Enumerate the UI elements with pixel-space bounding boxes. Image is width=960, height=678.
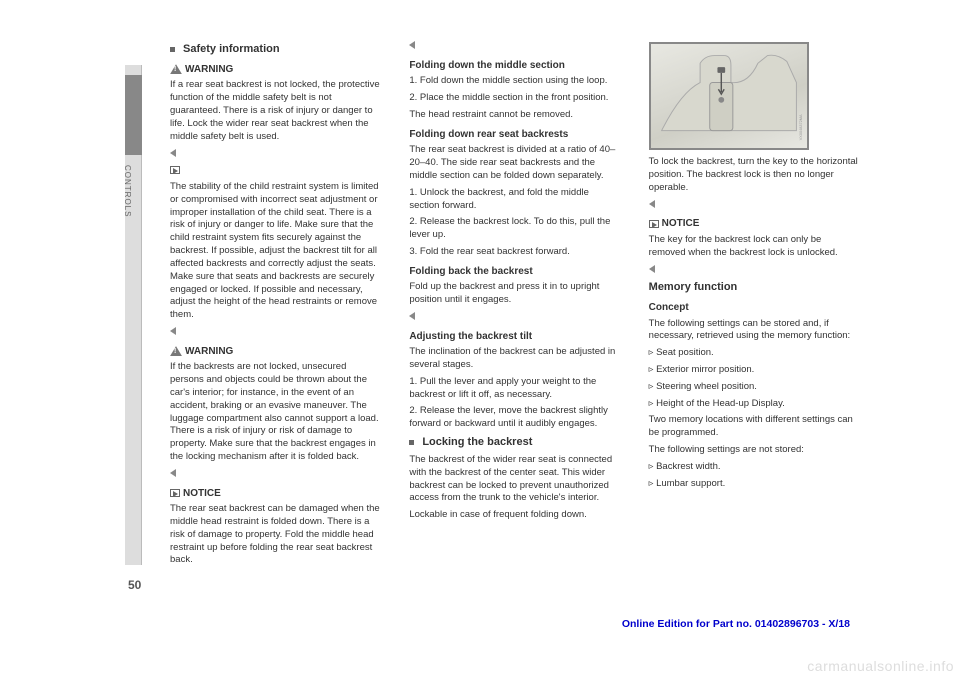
warning-label-1: WARNING bbox=[185, 64, 233, 75]
adjust-tilt-heading: Adjusting the backrest tilt bbox=[409, 330, 620, 344]
page-number: 50 bbox=[128, 578, 141, 592]
mem-li4: ▹ Height of the Head-up Display. bbox=[649, 398, 860, 411]
fold-rear-step2: 2. Release the backrest lock. To do this… bbox=[409, 216, 620, 242]
fold-rear-step3: 3. Fold the rear seat backrest forward. bbox=[409, 246, 620, 259]
fold-rear-heading: Folding down rear seat backrests bbox=[409, 128, 620, 142]
bullet-icon bbox=[170, 47, 175, 52]
notice-label: NOTICE bbox=[183, 488, 221, 499]
lock-backrest-p2: Lockable in case of frequent folding dow… bbox=[409, 509, 620, 522]
mem-p3: The following settings are not stored: bbox=[649, 444, 860, 457]
notice-icon bbox=[170, 489, 180, 497]
svg-text:VX0048372MA: VX0048372MA bbox=[799, 114, 803, 140]
safety-info-title: Safety information bbox=[183, 42, 280, 57]
fold-rear-p1: The rear seat backrest is divided at a r… bbox=[409, 144, 620, 182]
end-marker-icon bbox=[409, 312, 415, 320]
warning-heading-1: WARNING bbox=[170, 63, 381, 77]
side-tab: CONTROLS bbox=[125, 65, 142, 565]
lock-instruction: To lock the backrest, turn the key to th… bbox=[649, 156, 860, 194]
mem-li5: ▹ Backrest width. bbox=[649, 461, 860, 474]
safety-info-heading: Safety information bbox=[170, 42, 381, 57]
concept-heading: Concept bbox=[649, 301, 860, 315]
warning-text-2: If the backrests are not locked, unsecur… bbox=[170, 361, 381, 464]
mem-li5-text: Backrest width. bbox=[656, 461, 720, 472]
mem-li3: ▹ Steering wheel position. bbox=[649, 381, 860, 394]
fold-back-heading: Folding back the backrest bbox=[409, 265, 620, 279]
notice-icon bbox=[649, 220, 659, 228]
mem-li6-text: Lumbar support. bbox=[656, 478, 725, 489]
fold-back-p1: Fold up the backrest and press it in to … bbox=[409, 281, 620, 307]
note-box-icon bbox=[170, 166, 180, 174]
column-3: VX0048372MA To lock the backrest, turn t… bbox=[649, 40, 860, 571]
watermark: carmanualsonline.info bbox=[807, 658, 954, 674]
end-marker-icon bbox=[170, 149, 176, 157]
mem-li2: ▹ Exterior mirror position. bbox=[649, 364, 860, 377]
warning-text-1a: If a rear seat backrest is not locked, t… bbox=[170, 79, 381, 143]
warning-label-2: WARNING bbox=[185, 346, 233, 357]
side-tab-label: CONTROLS bbox=[123, 165, 132, 217]
lock-backrest-heading: Locking the backrest bbox=[409, 435, 620, 450]
lock-backrest-title: Locking the backrest bbox=[422, 435, 532, 450]
mem-li6: ▹ Lumbar support. bbox=[649, 478, 860, 491]
fold-rear-step1: 1. Unlock the backrest, and fold the mid… bbox=[409, 187, 620, 213]
notice-text: The rear seat backrest can be damaged wh… bbox=[170, 503, 381, 567]
warning-text-1b: The stability of the child restraint sys… bbox=[170, 181, 381, 322]
mem-li1-text: Seat position. bbox=[656, 347, 714, 358]
end-marker-icon bbox=[170, 469, 176, 477]
warning-icon bbox=[170, 64, 182, 74]
fold-middle-step2: 2. Place the middle section in the front… bbox=[409, 92, 620, 105]
column-1: Safety information WARNING If a rear sea… bbox=[170, 40, 381, 571]
warning-heading-2: WARNING bbox=[170, 345, 381, 359]
end-marker-icon bbox=[649, 200, 655, 208]
lock-backrest-p1: The backrest of the wider rear seat is c… bbox=[409, 454, 620, 505]
column-2: Folding down the middle section 1. Fold … bbox=[409, 40, 620, 571]
memory-heading: Memory function bbox=[649, 280, 860, 295]
seat-lock-figure: VX0048372MA bbox=[649, 42, 809, 150]
adjust-tilt-step2: 2. Release the lever, move the backrest … bbox=[409, 405, 620, 431]
mem-li1: ▹ Seat position. bbox=[649, 347, 860, 360]
adjust-tilt-p1: The inclination of the backrest can be a… bbox=[409, 346, 620, 372]
notice-heading: NOTICE bbox=[170, 487, 381, 501]
mem-li2-text: Exterior mirror position. bbox=[656, 364, 754, 375]
end-marker-icon bbox=[409, 41, 415, 49]
side-tab-marker bbox=[125, 75, 142, 155]
end-marker-icon bbox=[649, 265, 655, 273]
mem-li3-text: Steering wheel position. bbox=[656, 381, 757, 392]
bullet-icon bbox=[409, 440, 414, 445]
mem-p2: Two memory locations with different sett… bbox=[649, 414, 860, 440]
concept-p1: The following settings can be stored and… bbox=[649, 318, 860, 344]
fold-middle-note: The head restraint cannot be removed. bbox=[409, 109, 620, 122]
notice-text-2: The key for the backrest lock can only b… bbox=[649, 234, 860, 260]
footer-edition-link[interactable]: Online Edition for Part no. 01402896703 … bbox=[622, 618, 850, 630]
notice-heading-2: NOTICE bbox=[649, 217, 860, 231]
end-marker-icon bbox=[170, 327, 176, 335]
adjust-tilt-step1: 1. Pull the lever and apply your weight … bbox=[409, 376, 620, 402]
fold-middle-step1: 1. Fold down the middle section using th… bbox=[409, 75, 620, 88]
mem-li4-text: Height of the Head-up Display. bbox=[656, 398, 785, 409]
fold-middle-heading: Folding down the middle section bbox=[409, 59, 620, 73]
warning-icon bbox=[170, 346, 182, 356]
notice-label-2: NOTICE bbox=[662, 218, 700, 229]
